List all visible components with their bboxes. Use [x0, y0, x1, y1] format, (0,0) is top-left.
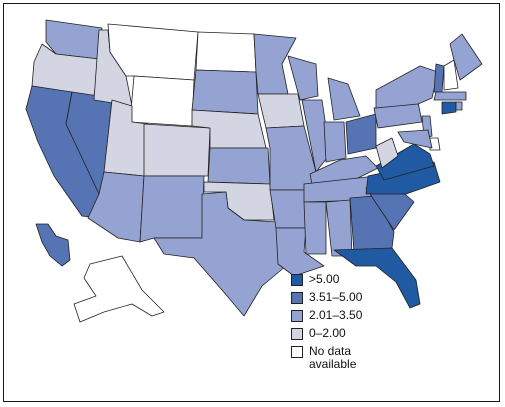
legend-label: 0–2.00 [309, 326, 346, 340]
state-nd [195, 31, 257, 73]
state-ri [455, 101, 463, 111]
legend-swatch [291, 292, 303, 304]
legend-item-no-data: No data available [291, 345, 379, 375]
legend-label: No data available [309, 344, 357, 371]
legend-swatch [291, 328, 303, 340]
state-ma [433, 91, 467, 101]
state-ny [375, 65, 439, 109]
state-mi [327, 77, 361, 121]
state-oh [345, 113, 377, 155]
state-ak [73, 255, 165, 323]
state-nh [443, 59, 459, 91]
us-map [25, 19, 483, 323]
state-al [325, 199, 353, 257]
state-me [449, 33, 483, 81]
state-fl [333, 247, 421, 309]
state-nm [139, 175, 205, 243]
state-ia [257, 93, 305, 129]
state-sd [191, 69, 259, 115]
state-ks [207, 147, 271, 185]
legend-swatch [291, 310, 303, 322]
state-va [375, 143, 435, 181]
state-hi [35, 223, 71, 267]
legend-label: 2.01–3.50 [309, 308, 363, 322]
legend-item-3-51-5: 3.51–5.00 [291, 291, 419, 307]
legend-swatch [291, 346, 303, 358]
state-mn [253, 33, 297, 95]
state-wv [375, 137, 399, 169]
legend-label: 3.51–5.00 [309, 290, 363, 304]
state-tx [153, 191, 287, 317]
state-in [323, 121, 347, 163]
legend-item-0-2: 0–2.00 [291, 327, 419, 343]
state-ga [349, 195, 395, 253]
state-ct [441, 101, 457, 115]
legend-swatch [291, 274, 303, 286]
state-wi [287, 55, 319, 101]
legend-item-2-01-3-5: 2.01–3.50 [291, 309, 419, 325]
states-layer [25, 19, 483, 323]
legend-label: >5.00 [309, 272, 340, 286]
map-frame: >5.00 3.51–5.00 2.01–3.50 0–2.00 No data… [3, 3, 500, 402]
legend-item-gt5: >5.00 [291, 273, 419, 289]
state-wy [129, 75, 195, 127]
state-vt [433, 63, 445, 93]
state-co [143, 123, 211, 177]
state-md [397, 129, 433, 149]
state-mo [265, 125, 317, 191]
state-ms [303, 201, 327, 255]
